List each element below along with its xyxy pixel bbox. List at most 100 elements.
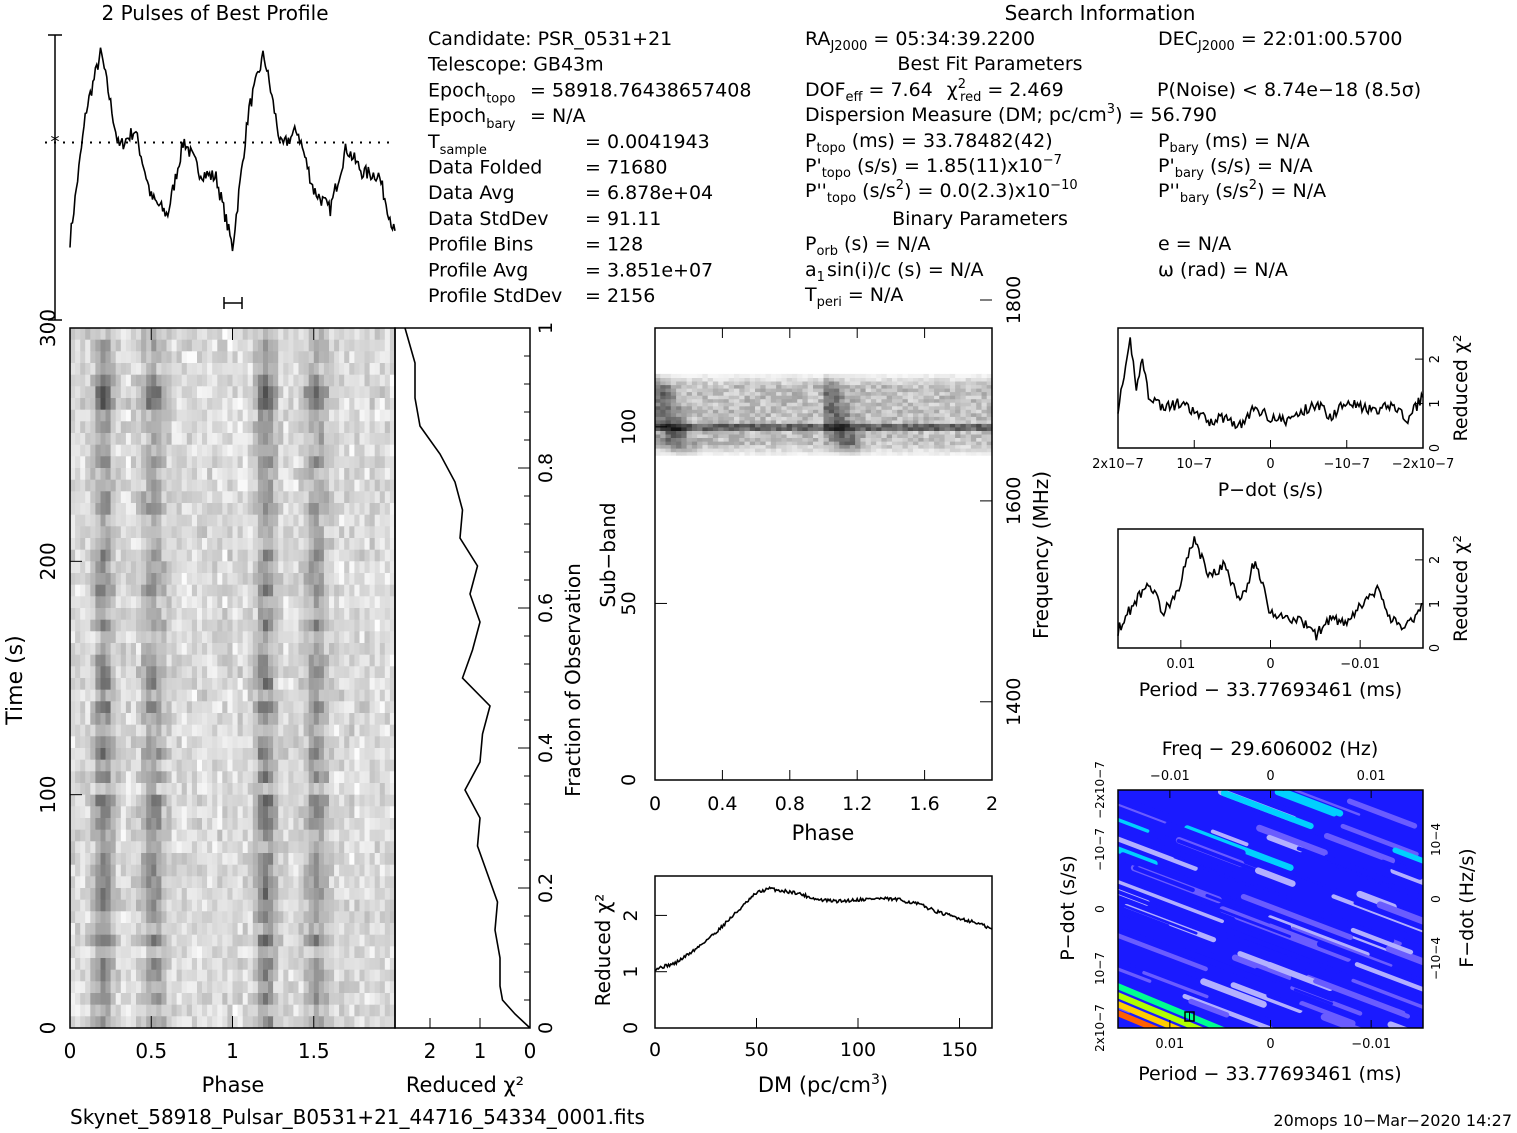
heatmap-cell xyxy=(70,771,76,784)
heatmap-cell xyxy=(797,444,804,449)
heatmap-cell xyxy=(369,678,376,691)
heatmap-cell xyxy=(389,421,396,434)
heatmap-cell xyxy=(191,1016,198,1029)
heatmap-cell xyxy=(136,1016,142,1029)
heatmap-cell xyxy=(257,666,264,679)
heatmap-cell xyxy=(907,455,914,460)
heatmap-cell xyxy=(146,841,152,854)
heatmap-cell xyxy=(293,549,300,562)
heatmap-cell xyxy=(151,981,157,994)
heatmap-cell xyxy=(273,934,279,947)
heatmap-cell xyxy=(902,412,909,417)
heatmap-cell xyxy=(110,409,117,422)
heatmap-cell xyxy=(227,806,234,819)
heatmap-cell xyxy=(344,456,350,469)
heatmap-cell xyxy=(839,419,846,424)
heatmap-cell xyxy=(384,339,391,352)
heatmap-cell xyxy=(110,678,117,691)
heatmap-cell xyxy=(329,783,335,796)
heatmap-cell xyxy=(176,363,183,376)
heatmap-cell xyxy=(278,433,284,446)
heatmap-cell xyxy=(344,876,350,889)
heatmap-cell xyxy=(364,1016,371,1029)
heatmap-cell xyxy=(823,412,830,417)
heatmap-cell xyxy=(120,433,127,446)
heatmap-cell xyxy=(313,724,320,737)
heatmap-cell xyxy=(303,724,310,737)
heatmap-cell xyxy=(298,864,305,877)
heatmap-cell xyxy=(755,426,761,431)
heatmap-cell xyxy=(389,748,396,761)
heatmap-cell xyxy=(318,421,325,434)
heatmap-cell xyxy=(723,430,730,435)
heatmap-cell xyxy=(268,724,274,737)
heatmap-cell xyxy=(130,666,137,679)
heatmap-cell xyxy=(389,491,396,504)
heatmap-cell xyxy=(744,433,751,438)
heatmap-cell xyxy=(865,430,872,435)
heatmap-cell xyxy=(323,736,330,749)
heatmap-cell xyxy=(100,794,107,807)
heatmap-cell xyxy=(881,405,888,410)
heatmap-cell xyxy=(125,421,132,434)
heatmap-cell xyxy=(707,455,714,460)
heatmap-cell xyxy=(374,479,381,492)
heatmap-cell xyxy=(860,437,867,442)
heatmap-cell xyxy=(384,561,391,574)
heatmap-cell xyxy=(283,993,289,1006)
heatmap-cell xyxy=(181,444,188,457)
heatmap-cell xyxy=(313,1004,320,1017)
heatmap-cell xyxy=(313,934,320,947)
heatmap-cell xyxy=(807,405,814,410)
heatmap-cell xyxy=(166,409,173,422)
heatmap-cell xyxy=(712,419,719,424)
heatmap-cell xyxy=(313,678,320,691)
heatmap-cell xyxy=(928,448,935,453)
heatmap-cell xyxy=(85,596,91,609)
heatmap-cell xyxy=(897,433,904,438)
heatmap-cell xyxy=(976,444,983,449)
heatmap-cell xyxy=(130,969,137,982)
heatmap-cell xyxy=(288,853,295,866)
heatmap-cell xyxy=(222,724,228,737)
heatmap-cell xyxy=(288,841,295,854)
heatmap-cell xyxy=(369,608,376,621)
heatmap-cell xyxy=(329,911,335,924)
heatmap-cell xyxy=(110,841,117,854)
heatmap-cell xyxy=(765,426,772,431)
heatmap-cell xyxy=(115,1004,122,1017)
heatmap-cell xyxy=(197,421,203,434)
heatmap-cell xyxy=(217,783,223,796)
heatmap-cell xyxy=(202,456,208,469)
heatmap-cell xyxy=(273,794,279,807)
heatmap-cell xyxy=(781,448,788,453)
heatmap-cell xyxy=(252,806,259,819)
heatmap-cell xyxy=(818,451,825,456)
heatmap-cell xyxy=(349,538,355,551)
heatmap-cell xyxy=(181,549,188,562)
heatmap-cell xyxy=(734,430,740,435)
heatmap-cell xyxy=(670,441,677,446)
heatmap-cell xyxy=(318,864,325,877)
heatmap-cell xyxy=(227,934,234,947)
heatmap-cell xyxy=(222,876,228,889)
heatmap-cell xyxy=(369,479,376,492)
heatmap-cell xyxy=(655,437,661,442)
candidate-info-value: = 71680 xyxy=(585,157,667,179)
heatmap-cell xyxy=(141,503,147,516)
heatmap-cell xyxy=(986,441,993,446)
heatmap-cell xyxy=(928,433,935,438)
heatmap-cell xyxy=(897,455,904,460)
heatmap-cell xyxy=(379,444,386,457)
heatmap-cell xyxy=(176,631,183,644)
heatmap-cell xyxy=(100,888,107,901)
heatmap-cell xyxy=(181,678,188,691)
heatmap-cell xyxy=(323,328,330,341)
heatmap-cell xyxy=(257,899,264,912)
heatmap-cell xyxy=(349,736,355,749)
heatmap-cell xyxy=(247,398,254,411)
heatmap-cell xyxy=(283,794,289,807)
heatmap-cell xyxy=(176,829,183,842)
heatmap-cell xyxy=(676,419,682,424)
heatmap-cell xyxy=(308,409,315,422)
